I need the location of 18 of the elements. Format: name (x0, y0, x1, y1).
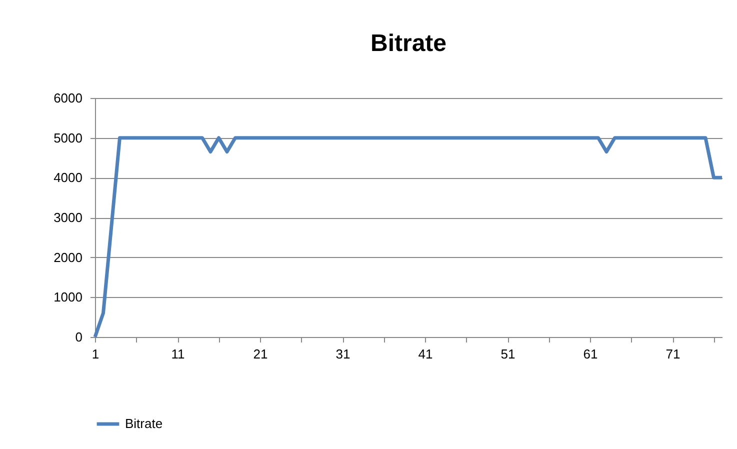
y-tick-label: 4000 (54, 170, 82, 186)
x-tick-label: 51 (500, 346, 516, 362)
y-tick-label: 0 (75, 330, 82, 344)
line-series (93, 136, 724, 339)
x-tick-label: 41 (418, 346, 433, 362)
x-tick-label: 11 (171, 346, 185, 362)
y-tick-label: 3000 (54, 210, 82, 225)
x-tick-label: 61 (583, 346, 598, 362)
y-tick-label: 5000 (54, 130, 82, 146)
x-tick-label: 21 (253, 346, 268, 362)
chart-title: Bitrate (370, 30, 447, 57)
y-tick-label: 6000 (54, 90, 82, 106)
legend-label: Bitrate (125, 416, 163, 431)
x-tick-label: 71 (666, 346, 680, 362)
y-tick-label: 2000 (54, 250, 82, 265)
x-tick-label: 31 (336, 346, 350, 362)
y-tick-label: 1000 (54, 290, 82, 305)
x-tick-label: 1 (92, 346, 100, 362)
